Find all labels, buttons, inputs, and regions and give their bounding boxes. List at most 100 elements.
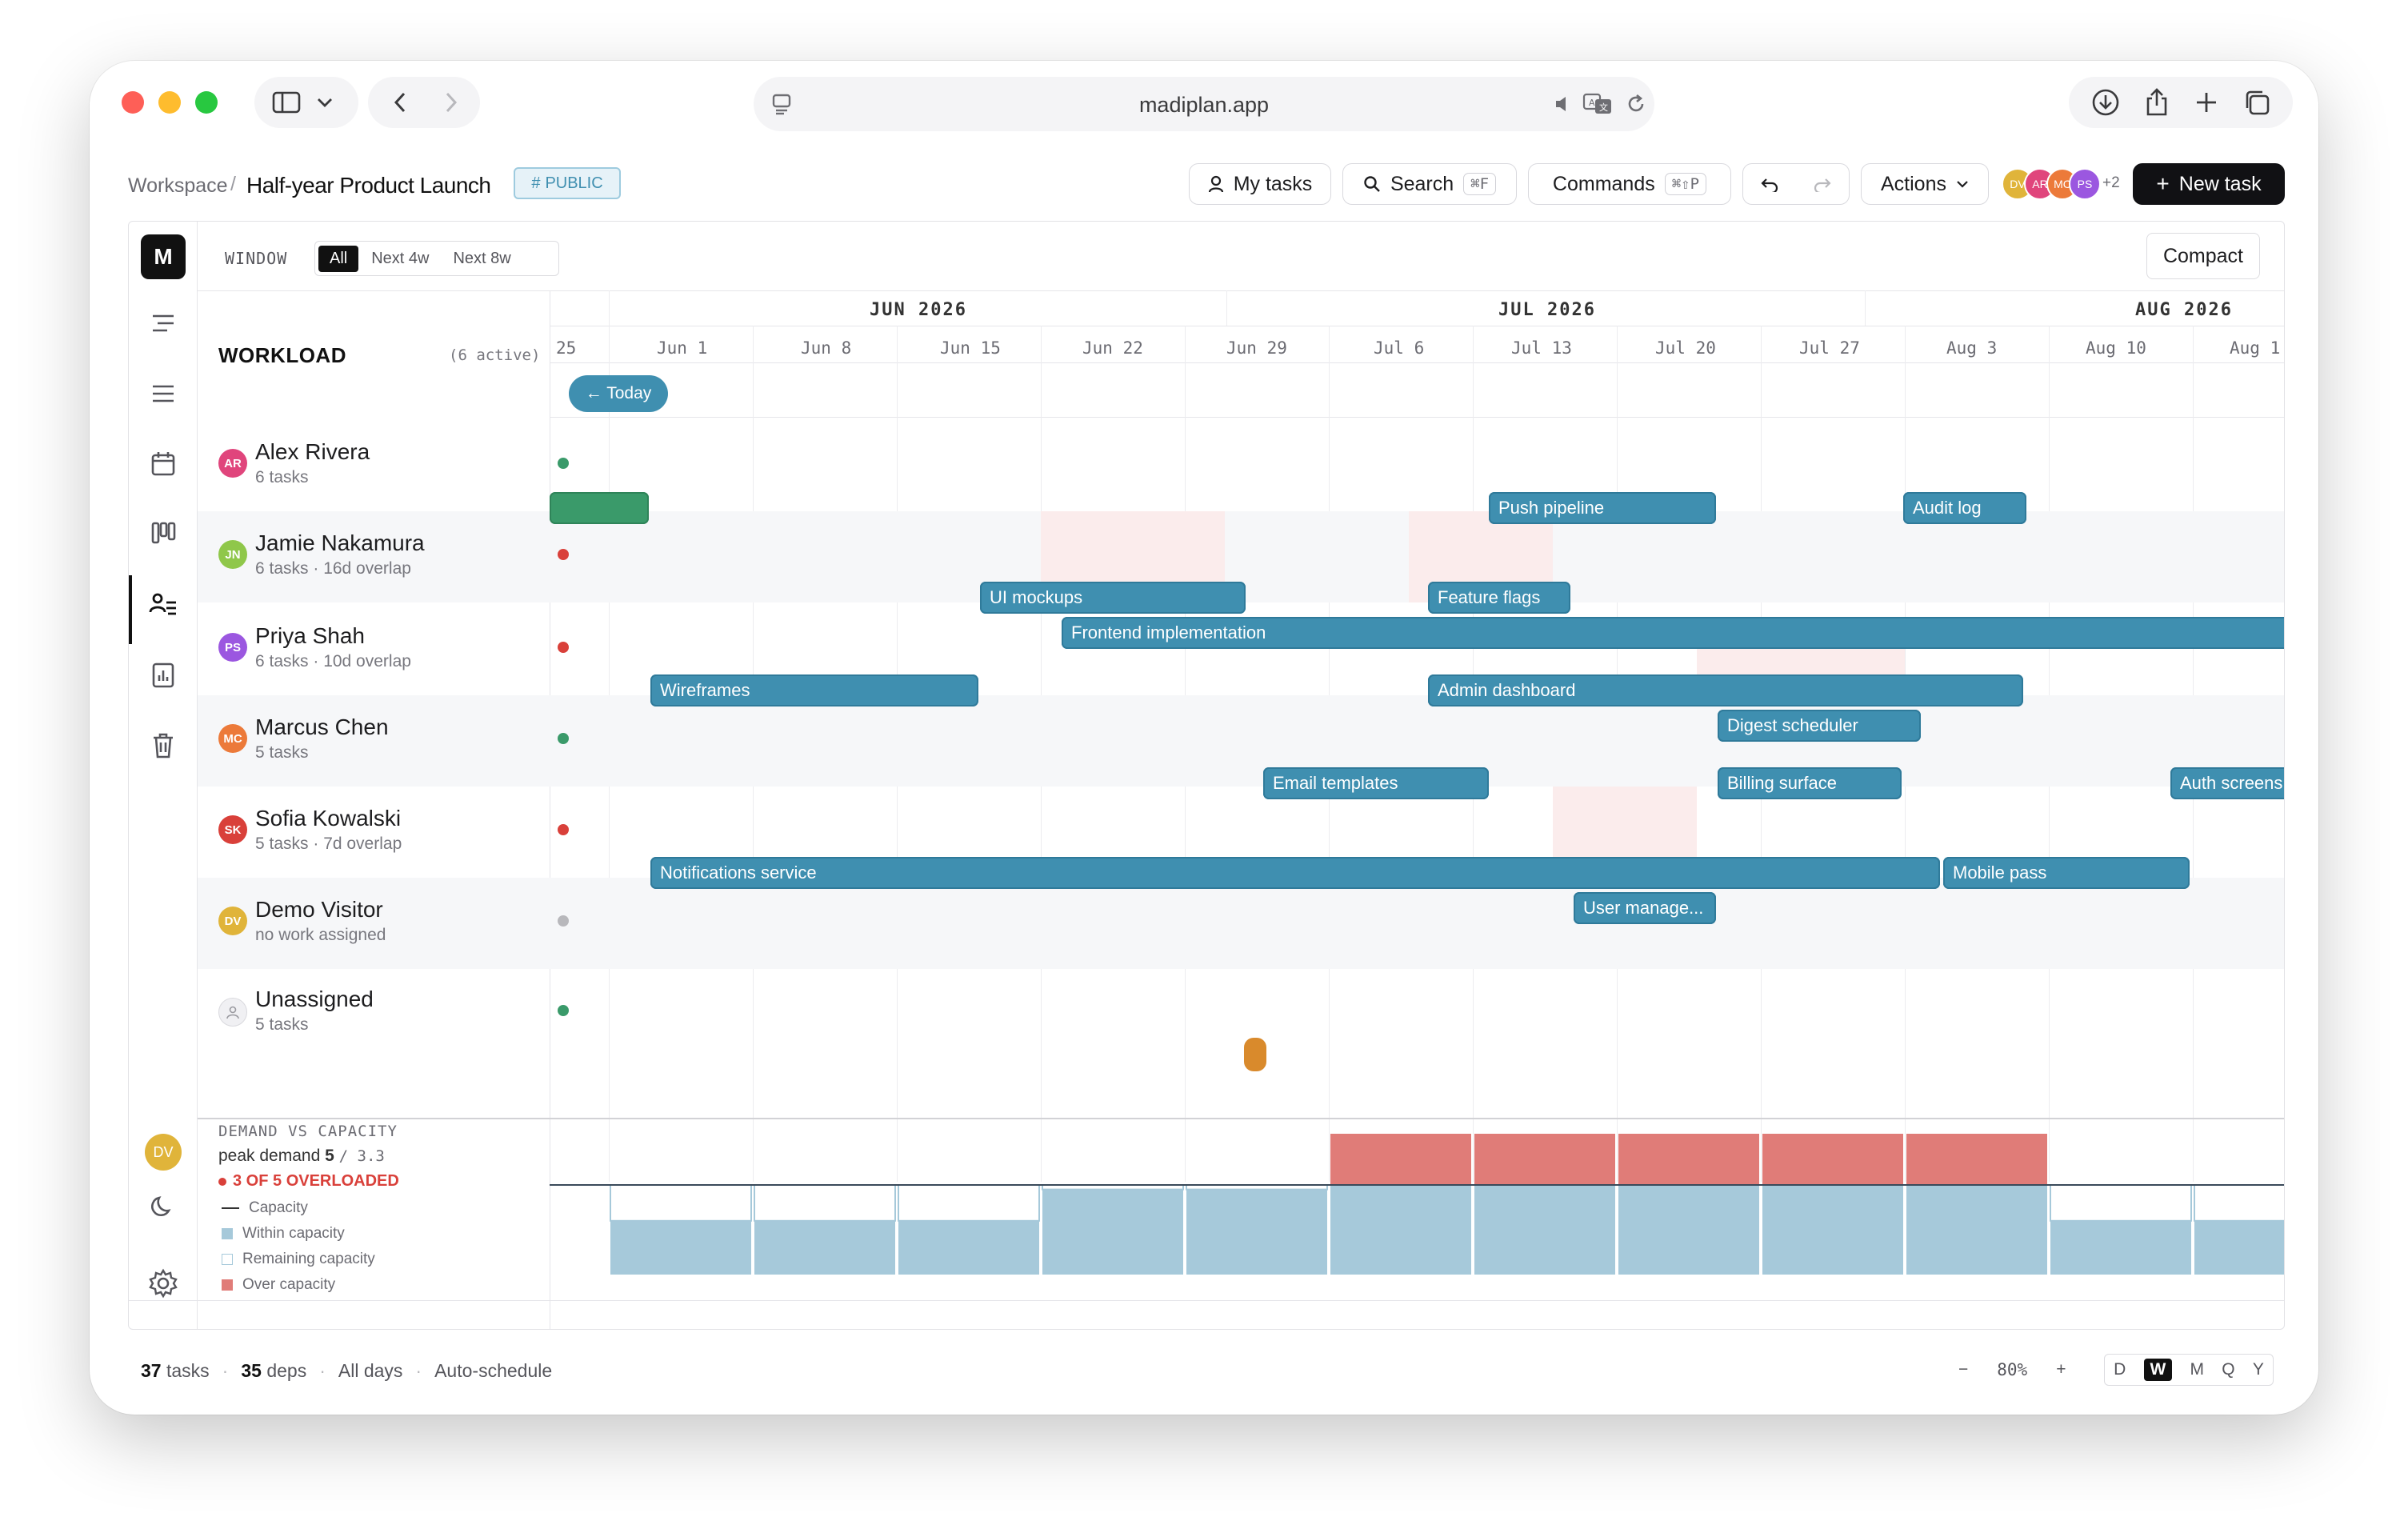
task-bar[interactable]: Wireframes — [650, 674, 978, 706]
new-task-label: New task — [2178, 172, 2262, 195]
scale-week[interactable]: W — [2143, 1359, 2173, 1381]
window-filter: All Next 4w Next 8w — [314, 241, 559, 276]
window-option-all[interactable]: All — [318, 245, 359, 272]
peak-value: 5 — [325, 1147, 334, 1165]
person-name[interactable]: Unassigned — [255, 987, 374, 1011]
window-option-next-4w[interactable]: Next 4w — [371, 249, 430, 267]
task-bar[interactable]: Email templates — [1263, 767, 1489, 799]
scale-year[interactable]: Y — [2252, 1360, 2264, 1379]
search-shortcut: ⌘F — [1463, 173, 1497, 195]
legend-within: Within capacity — [222, 1225, 345, 1243]
download-icon[interactable] — [2091, 88, 2120, 117]
scale-quarter[interactable]: Q — [2222, 1360, 2235, 1379]
task-bar[interactable]: Push pipeline — [1489, 492, 1716, 524]
scale-month[interactable]: M — [2190, 1360, 2205, 1379]
back-icon[interactable] — [394, 91, 406, 114]
zoom-in-button[interactable]: + — [2056, 1360, 2066, 1379]
calendar-icon[interactable] — [129, 450, 198, 478]
person-name[interactable]: Alex Rivera — [255, 439, 370, 464]
active-indicator — [129, 575, 132, 644]
settings-icon[interactable] — [129, 1268, 198, 1299]
within-capacity-bar — [1762, 1185, 1903, 1275]
status-dot — [558, 1005, 569, 1016]
task-bar[interactable]: Audit log — [1903, 492, 2026, 524]
within-capacity-bar — [1042, 1189, 1183, 1275]
tasks-count: 37 — [141, 1360, 162, 1381]
person-name[interactable]: Priya Shah — [255, 623, 365, 648]
task-bar[interactable]: Notifications service — [650, 857, 1940, 889]
new-tab-icon[interactable] — [2194, 90, 2218, 114]
legend-remaining: Remaining capacity — [222, 1251, 375, 1268]
zoom-window-button[interactable] — [195, 91, 218, 114]
task-bar[interactable]: Admin dashboard — [1428, 674, 2023, 706]
share-icon[interactable] — [2145, 88, 2169, 117]
reload-icon[interactable] — [1626, 93, 1646, 115]
week-label: Jun 8 — [801, 338, 852, 358]
my-tasks-button[interactable]: My tasks — [1189, 163, 1331, 205]
person-name[interactable]: Jamie Nakamura — [255, 530, 425, 555]
divider — [198, 1118, 2284, 1119]
dark-mode-icon[interactable] — [129, 1195, 198, 1219]
task-bar[interactable] — [550, 492, 649, 524]
within-capacity-bar — [2194, 1220, 2284, 1275]
chevron-down-icon[interactable] — [317, 97, 333, 108]
task-bar[interactable]: Auth screens — [2170, 767, 2284, 799]
collaborator-avatars[interactable]: DV AR MC PS +2 — [2002, 168, 2130, 202]
workload-icon[interactable] — [129, 591, 198, 617]
actions-button[interactable]: Actions — [1861, 163, 1989, 205]
forward-icon[interactable] — [445, 91, 458, 114]
scale-day[interactable]: D — [2114, 1360, 2126, 1379]
task-bar[interactable]: Frontend implementation — [1062, 617, 2284, 649]
app-logo[interactable]: M — [141, 234, 186, 279]
person-name[interactable]: Demo Visitor — [255, 897, 383, 922]
today-button[interactable]: ← Today — [569, 375, 668, 412]
search-label: Search — [1390, 172, 1454, 195]
capacity-title: DEMAND VS CAPACITY — [218, 1123, 398, 1140]
remaining-capacity-bar — [898, 1184, 1040, 1222]
new-task-button[interactable]: + New task — [2133, 163, 2285, 205]
task-bar[interactable]: Mobile pass — [1943, 857, 2190, 889]
sidebar-icon[interactable] — [272, 90, 301, 114]
autoschedule-toggle[interactable]: Auto-schedule — [434, 1360, 553, 1381]
undo-icon[interactable] — [1760, 176, 1779, 192]
week-label: Jul 27 — [1799, 338, 1860, 358]
tabs-overview-icon[interactable] — [2243, 89, 2270, 116]
remaining-capacity-bar — [2194, 1184, 2284, 1222]
week-label: Jun 15 — [940, 338, 1001, 358]
search-button[interactable]: Search ⌘F — [1342, 163, 1517, 205]
redo-icon[interactable] — [1813, 176, 1832, 192]
project-title[interactable]: Half-year Product Launch — [246, 173, 491, 198]
minimize-window-button[interactable] — [158, 91, 181, 114]
avatar: AR — [218, 449, 247, 478]
report-icon[interactable] — [129, 662, 198, 689]
days-filter[interactable]: All days — [338, 1360, 403, 1381]
task-bar[interactable]: Digest scheduler — [1718, 710, 1921, 742]
close-window-button[interactable] — [122, 91, 144, 114]
zoom-level: 80% — [1997, 1360, 2028, 1379]
board-icon[interactable] — [129, 521, 198, 545]
visibility-badge[interactable]: # PUBLIC — [514, 167, 621, 199]
within-capacity-bar — [1906, 1185, 2047, 1275]
breadcrumb-root[interactable]: Workspace — [128, 174, 228, 197]
commands-button[interactable]: Commands ⌘⇧P — [1528, 163, 1731, 205]
task-bar[interactable]: Billing surface — [1718, 767, 1902, 799]
status-dot — [558, 824, 569, 835]
user-avatar[interactable]: DV — [145, 1134, 182, 1171]
trash-icon[interactable] — [129, 732, 198, 759]
unscheduled-task-marker[interactable] — [1244, 1038, 1266, 1071]
speaker-icon[interactable] — [1554, 94, 1571, 114]
task-bar[interactable]: User manage... — [1574, 892, 1716, 924]
avatar: PS — [2069, 168, 2101, 200]
window-option-next-8w[interactable]: Next 8w — [453, 249, 511, 267]
task-bar[interactable]: Feature flags — [1428, 582, 1570, 614]
task-bar[interactable]: UI mockups — [980, 582, 1246, 614]
zoom-out-button[interactable]: − — [1958, 1360, 1969, 1379]
person-name[interactable]: Marcus Chen — [255, 714, 389, 739]
compact-button[interactable]: Compact — [2146, 233, 2260, 279]
person-name[interactable]: Sofia Kowalski — [255, 806, 402, 831]
outline-icon[interactable] — [129, 311, 198, 335]
commands-label: Commands — [1552, 172, 1655, 195]
list-icon[interactable] — [129, 382, 198, 406]
